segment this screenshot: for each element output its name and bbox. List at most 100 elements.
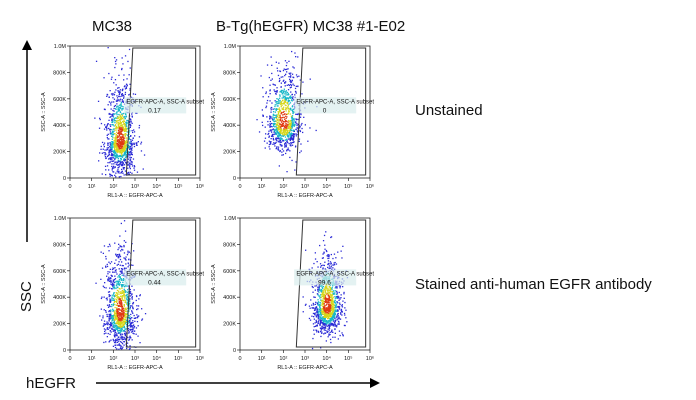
event-dot [285, 104, 287, 107]
event-dot [340, 312, 342, 314]
event-dot [285, 99, 287, 101]
event-dot [119, 300, 121, 303]
event-dot [285, 117, 287, 119]
event-dot [121, 149, 123, 151]
event-dot [126, 295, 129, 297]
event-dot [281, 93, 283, 95]
event-dot [282, 69, 285, 72]
event-dot [336, 293, 338, 295]
event-dot [309, 319, 312, 321]
event-dot [321, 290, 323, 292]
y-axis-label: SSC-A :: SSC-A [211, 264, 217, 304]
event-dot [121, 246, 123, 248]
event-dot [315, 321, 318, 323]
event-dot [114, 275, 116, 277]
event-dot [129, 87, 131, 90]
event-dot [273, 139, 275, 141]
event-dot [117, 314, 119, 317]
event-dot [136, 305, 138, 307]
event-dot [337, 251, 339, 253]
gate-percent: 0.17 [148, 107, 161, 114]
event-dot [288, 136, 290, 138]
event-dot [317, 318, 320, 320]
event-dot [334, 312, 336, 314]
event-dot [107, 280, 109, 282]
event-dot [288, 130, 291, 132]
event-dot [112, 308, 114, 310]
event-dot [129, 305, 131, 307]
event-dot [262, 96, 264, 98]
event-dot [283, 120, 285, 123]
event-dot [123, 123, 125, 125]
event-dot [123, 309, 125, 311]
event-dot [114, 300, 116, 303]
event-dot [116, 273, 118, 275]
event-dot [126, 122, 128, 125]
event-dot [289, 120, 291, 122]
event-dot [106, 129, 108, 131]
event-dot [283, 128, 285, 130]
x-tick-label: 10³ [131, 184, 139, 190]
event-dot [136, 321, 139, 323]
event-dot [127, 153, 129, 155]
event-dot [118, 332, 120, 334]
event-dot [117, 329, 119, 331]
event-dot [124, 170, 127, 172]
event-dot [107, 324, 109, 326]
event-dot [115, 126, 118, 128]
event-dot [119, 144, 121, 147]
event-dot [333, 323, 335, 326]
event-dot [125, 137, 127, 139]
event-dot [111, 143, 114, 145]
event-dot [325, 312, 327, 314]
event-dot [317, 286, 319, 288]
event-dot [263, 140, 266, 142]
event-dot [108, 310, 110, 313]
gate-name: EGFR-APC-A, SSC-A subset [126, 99, 204, 105]
event-dot [124, 291, 126, 293]
gate-percent: 0.44 [148, 279, 161, 286]
event-dot [292, 130, 294, 132]
event-dot [119, 317, 122, 320]
event-dot [282, 114, 284, 116]
event-dot [109, 278, 111, 280]
event-dot [125, 313, 128, 316]
event-dot [332, 320, 335, 322]
event-dot [335, 257, 337, 259]
event-dot [317, 294, 319, 296]
event-dot [113, 288, 115, 290]
event-dot [287, 121, 289, 123]
event-dot [107, 162, 109, 164]
event-dot [106, 315, 109, 317]
event-dot [130, 96, 132, 98]
event-dot [114, 91, 116, 93]
event-dot [331, 289, 333, 291]
event-dot [269, 123, 271, 126]
event-dot [323, 303, 325, 305]
event-dot [131, 147, 133, 149]
event-dot [324, 329, 326, 331]
event-dot [332, 302, 334, 305]
event-dot [269, 120, 271, 123]
event-dot [122, 124, 124, 126]
x-axis-label: RL1-A :: EGFR-APC-A [107, 365, 163, 371]
event-dot [105, 157, 107, 160]
event-dot [118, 144, 120, 147]
event-dot [277, 122, 279, 124]
event-dot [112, 330, 114, 332]
event-dot [338, 296, 340, 298]
event-dot [323, 300, 325, 302]
event-dot [320, 315, 322, 317]
event-dot [140, 141, 143, 143]
event-dot [327, 317, 329, 319]
event-dot [117, 320, 119, 322]
gate-name: EGFR-APC-A, SSC-A subset [296, 271, 374, 277]
event-dot [109, 128, 111, 130]
event-dot [321, 302, 324, 304]
event-dot [116, 146, 118, 149]
event-dot [288, 84, 291, 87]
event-dot [127, 172, 129, 174]
event-dot [125, 328, 127, 330]
event-dot [275, 118, 277, 120]
event-dot [273, 124, 275, 126]
